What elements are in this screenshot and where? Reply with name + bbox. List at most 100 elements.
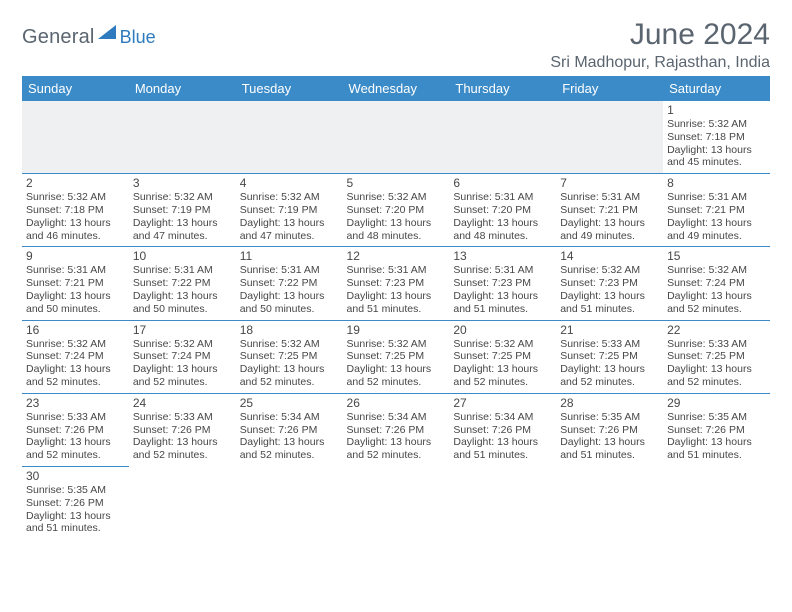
day-details: Sunrise: 5:31 AMSunset: 7:21 PMDaylight:… [667, 191, 766, 242]
day-details: Sunrise: 5:33 AMSunset: 7:25 PMDaylight:… [560, 338, 659, 389]
calendar-empty-cell [663, 466, 770, 539]
day-number: 26 [347, 396, 446, 410]
day-number: 25 [240, 396, 339, 410]
calendar-body: 1Sunrise: 5:32 AMSunset: 7:18 PMDaylight… [22, 101, 770, 539]
day-number: 13 [453, 249, 552, 263]
day-number: 11 [240, 249, 339, 263]
day-number: 20 [453, 323, 552, 337]
calendar-day-cell: 6Sunrise: 5:31 AMSunset: 7:20 PMDaylight… [449, 174, 556, 247]
calendar-day-cell: 8Sunrise: 5:31 AMSunset: 7:21 PMDaylight… [663, 174, 770, 247]
calendar-day-cell: 4Sunrise: 5:32 AMSunset: 7:19 PMDaylight… [236, 174, 343, 247]
weekday-header: Wednesday [343, 76, 450, 101]
calendar-day-cell: 14Sunrise: 5:32 AMSunset: 7:23 PMDayligh… [556, 247, 663, 320]
calendar-day-cell: 3Sunrise: 5:32 AMSunset: 7:19 PMDaylight… [129, 174, 236, 247]
day-number: 8 [667, 176, 766, 190]
calendar-day-cell: 28Sunrise: 5:35 AMSunset: 7:26 PMDayligh… [556, 393, 663, 466]
day-number: 17 [133, 323, 232, 337]
calendar-page: General Blue June 2024 Sri Madhopur, Raj… [0, 0, 792, 539]
day-details: Sunrise: 5:31 AMSunset: 7:23 PMDaylight:… [453, 264, 552, 315]
calendar-day-cell: 12Sunrise: 5:31 AMSunset: 7:23 PMDayligh… [343, 247, 450, 320]
day-details: Sunrise: 5:35 AMSunset: 7:26 PMDaylight:… [667, 411, 766, 462]
day-details: Sunrise: 5:31 AMSunset: 7:22 PMDaylight:… [240, 264, 339, 315]
day-details: Sunrise: 5:32 AMSunset: 7:19 PMDaylight:… [133, 191, 232, 242]
day-details: Sunrise: 5:34 AMSunset: 7:26 PMDaylight:… [347, 411, 446, 462]
calendar-empty-cell [449, 101, 556, 174]
day-number: 21 [560, 323, 659, 337]
page-title: June 2024 [550, 18, 770, 52]
calendar-day-cell: 26Sunrise: 5:34 AMSunset: 7:26 PMDayligh… [343, 393, 450, 466]
calendar-day-cell: 18Sunrise: 5:32 AMSunset: 7:25 PMDayligh… [236, 320, 343, 393]
day-details: Sunrise: 5:31 AMSunset: 7:23 PMDaylight:… [347, 264, 446, 315]
calendar-week-row: 2Sunrise: 5:32 AMSunset: 7:18 PMDaylight… [22, 174, 770, 247]
day-details: Sunrise: 5:32 AMSunset: 7:18 PMDaylight:… [667, 118, 766, 169]
day-number: 4 [240, 176, 339, 190]
day-details: Sunrise: 5:33 AMSunset: 7:26 PMDaylight:… [133, 411, 232, 462]
day-number: 2 [26, 176, 125, 190]
day-details: Sunrise: 5:32 AMSunset: 7:19 PMDaylight:… [240, 191, 339, 242]
day-details: Sunrise: 5:34 AMSunset: 7:26 PMDaylight:… [453, 411, 552, 462]
logo-text-blue: Blue [120, 27, 156, 48]
calendar-week-row: 1Sunrise: 5:32 AMSunset: 7:18 PMDaylight… [22, 101, 770, 174]
calendar-day-cell: 29Sunrise: 5:35 AMSunset: 7:26 PMDayligh… [663, 393, 770, 466]
day-details: Sunrise: 5:32 AMSunset: 7:25 PMDaylight:… [453, 338, 552, 389]
day-details: Sunrise: 5:31 AMSunset: 7:21 PMDaylight:… [26, 264, 125, 315]
weekday-header: Tuesday [236, 76, 343, 101]
calendar-day-cell: 5Sunrise: 5:32 AMSunset: 7:20 PMDaylight… [343, 174, 450, 247]
calendar-day-cell: 7Sunrise: 5:31 AMSunset: 7:21 PMDaylight… [556, 174, 663, 247]
calendar-empty-cell [556, 101, 663, 174]
weekday-header: Monday [129, 76, 236, 101]
calendar-empty-cell [449, 466, 556, 539]
day-number: 24 [133, 396, 232, 410]
day-number: 6 [453, 176, 552, 190]
day-details: Sunrise: 5:32 AMSunset: 7:24 PMDaylight:… [133, 338, 232, 389]
day-number: 12 [347, 249, 446, 263]
day-number: 5 [347, 176, 446, 190]
day-number: 27 [453, 396, 552, 410]
day-number: 18 [240, 323, 339, 337]
calendar-empty-cell [343, 466, 450, 539]
day-number: 14 [560, 249, 659, 263]
day-details: Sunrise: 5:32 AMSunset: 7:18 PMDaylight:… [26, 191, 125, 242]
calendar-day-cell: 22Sunrise: 5:33 AMSunset: 7:25 PMDayligh… [663, 320, 770, 393]
weekday-header: Friday [556, 76, 663, 101]
day-details: Sunrise: 5:32 AMSunset: 7:25 PMDaylight:… [240, 338, 339, 389]
calendar-day-cell: 16Sunrise: 5:32 AMSunset: 7:24 PMDayligh… [22, 320, 129, 393]
calendar-week-row: 23Sunrise: 5:33 AMSunset: 7:26 PMDayligh… [22, 393, 770, 466]
weekday-header: Sunday [22, 76, 129, 101]
day-number: 15 [667, 249, 766, 263]
calendar-week-row: 9Sunrise: 5:31 AMSunset: 7:21 PMDaylight… [22, 247, 770, 320]
calendar-day-cell: 15Sunrise: 5:32 AMSunset: 7:24 PMDayligh… [663, 247, 770, 320]
calendar-day-cell: 17Sunrise: 5:32 AMSunset: 7:24 PMDayligh… [129, 320, 236, 393]
day-details: Sunrise: 5:32 AMSunset: 7:24 PMDaylight:… [667, 264, 766, 315]
day-number: 10 [133, 249, 232, 263]
day-details: Sunrise: 5:31 AMSunset: 7:20 PMDaylight:… [453, 191, 552, 242]
day-number: 3 [133, 176, 232, 190]
weekday-header: Saturday [663, 76, 770, 101]
calendar-empty-cell [236, 466, 343, 539]
logo-text-general: General [22, 26, 95, 49]
calendar-header: SundayMondayTuesdayWednesdayThursdayFrid… [22, 76, 770, 101]
calendar-empty-cell [343, 101, 450, 174]
day-details: Sunrise: 5:32 AMSunset: 7:20 PMDaylight:… [347, 191, 446, 242]
calendar-day-cell: 19Sunrise: 5:32 AMSunset: 7:25 PMDayligh… [343, 320, 450, 393]
header-row: General Blue June 2024 Sri Madhopur, Raj… [22, 18, 770, 72]
calendar-empty-cell [129, 101, 236, 174]
day-details: Sunrise: 5:32 AMSunset: 7:23 PMDaylight:… [560, 264, 659, 315]
day-details: Sunrise: 5:34 AMSunset: 7:26 PMDaylight:… [240, 411, 339, 462]
day-number: 30 [26, 469, 125, 483]
day-number: 28 [560, 396, 659, 410]
title-block: June 2024 Sri Madhopur, Rajasthan, India [550, 18, 770, 72]
logo: General Blue [22, 18, 156, 49]
day-number: 7 [560, 176, 659, 190]
location-subtitle: Sri Madhopur, Rajasthan, India [550, 54, 770, 72]
calendar-day-cell: 25Sunrise: 5:34 AMSunset: 7:26 PMDayligh… [236, 393, 343, 466]
calendar-day-cell: 27Sunrise: 5:34 AMSunset: 7:26 PMDayligh… [449, 393, 556, 466]
day-number: 19 [347, 323, 446, 337]
day-details: Sunrise: 5:33 AMSunset: 7:25 PMDaylight:… [667, 338, 766, 389]
weekday-header: Thursday [449, 76, 556, 101]
calendar-empty-cell [22, 101, 129, 174]
calendar-empty-cell [129, 466, 236, 539]
day-details: Sunrise: 5:32 AMSunset: 7:25 PMDaylight:… [347, 338, 446, 389]
calendar-empty-cell [556, 466, 663, 539]
calendar-week-row: 16Sunrise: 5:32 AMSunset: 7:24 PMDayligh… [22, 320, 770, 393]
